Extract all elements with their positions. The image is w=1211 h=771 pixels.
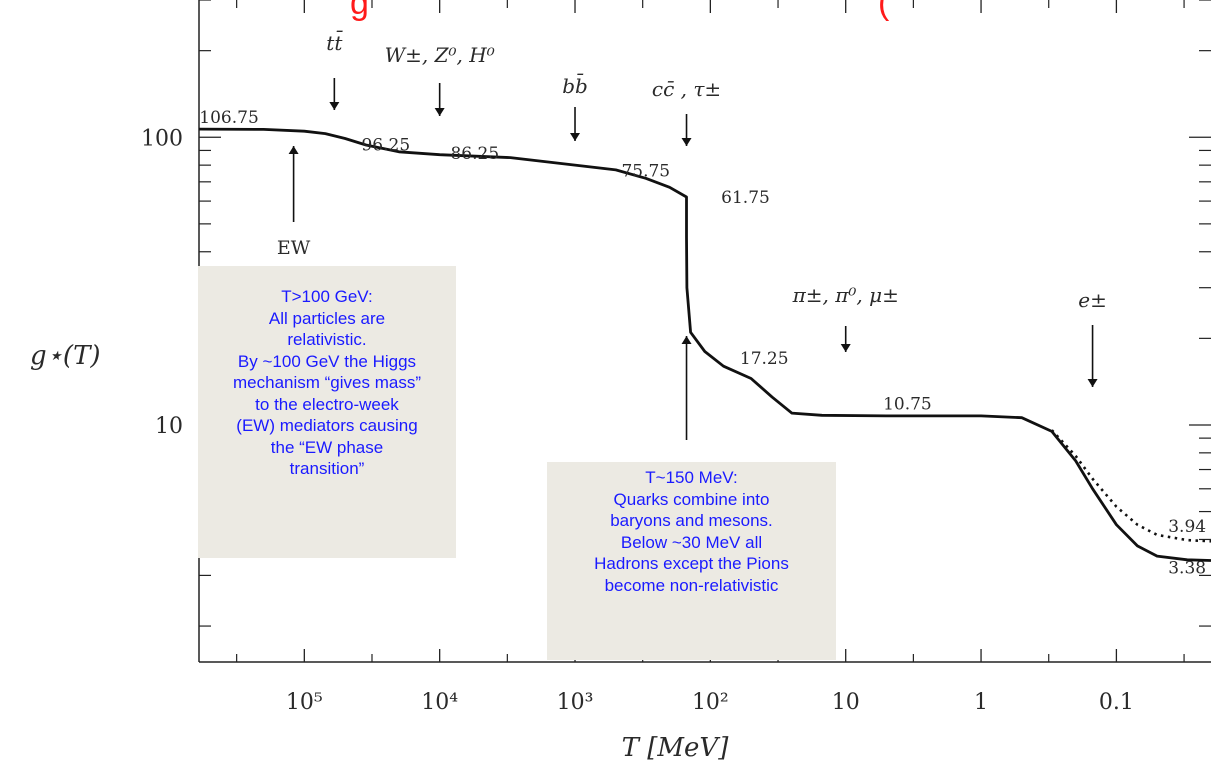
x-tick-label: 10⁴ [421,690,458,715]
x-axis-label: T [MeV] [622,733,730,763]
y-axis-label: g⋆(T) [30,341,101,371]
ew-note-line: All particles are [268,308,386,328]
data-label: 3.38 [1168,558,1206,578]
data-label: 96.25 [361,135,410,155]
x-tick-label: 1 [974,690,988,715]
x-tick-label: 10 [832,690,860,715]
data-label: 75.75 [621,162,670,182]
ew-note-line: (EW) mediators causing [236,416,418,435]
ew-note-line: mechanism “gives mass” [233,373,421,392]
particle-label: e± [1078,288,1107,312]
particle-arrow-head [570,133,581,141]
data-label: 86.25 [450,144,499,164]
data-label: 10.75 [883,395,932,415]
ew-note-line: to the electro-week [255,394,399,414]
title-fragment-right: ( [878,0,890,22]
particle-label: π±, π⁰, μ± [792,283,899,307]
y-tick-label: 100 [141,126,183,151]
particle-arrow-head [329,102,340,110]
ew-note-line: relativistic. [287,330,367,349]
dotted-series-line [1050,429,1211,543]
qcd-note-line: baryons and mesons. [610,511,773,530]
data-label: 106.75 [199,108,258,128]
transition-label: EW [277,237,311,259]
series-line [198,127,1211,562]
x-tick-label: 0.1 [1099,690,1134,715]
particle-arrow-head [840,344,851,352]
qcd-note-line: Below ~30 MeV all [620,532,763,552]
particle-arrow-head [1087,379,1098,387]
ew-note-line: T>100 GeV: [281,287,373,306]
ew-note-line: the “EW phase [270,437,384,457]
qcd-note-line: Hadrons except the Pions [594,554,789,573]
data-label: 3.94 [1168,517,1206,537]
data-label: 61.75 [721,188,770,208]
x-tick-label: 10³ [557,690,594,715]
qcd-note-line: become non-relativistic [604,575,779,595]
particle-label: bb̄ [562,73,588,98]
x-tick-label: 10² [692,690,729,715]
qcd-transition-note: T~150 MeV: Quarks combine into baryons and… [547,462,836,660]
data-label: 17.25 [740,349,789,369]
particle-arrow-head [681,138,692,146]
qcd-note-line: Quarks combine into [613,489,770,509]
transition-arrow-head [288,146,299,154]
title-fragment-left: g [350,0,369,22]
transition-arrow-head [681,336,692,344]
ew-note-line: By ~100 GeV the Higgs [237,351,417,371]
particle-arrow-head [434,108,445,116]
x-tick-label: 10⁵ [286,690,323,715]
y-tick-label: 10 [155,414,183,439]
ew-transition-note: T>100 GeV: All particles are relativistic.… [198,266,456,558]
particle-label: W±, Z⁰, H⁰ [385,43,495,67]
ew-note-line: transition” [289,459,365,478]
qcd-note-line: T~150 MeV: [645,468,738,487]
particle-label: cc̄ , τ± [652,77,721,101]
particle-label: tt̄ [326,30,343,55]
